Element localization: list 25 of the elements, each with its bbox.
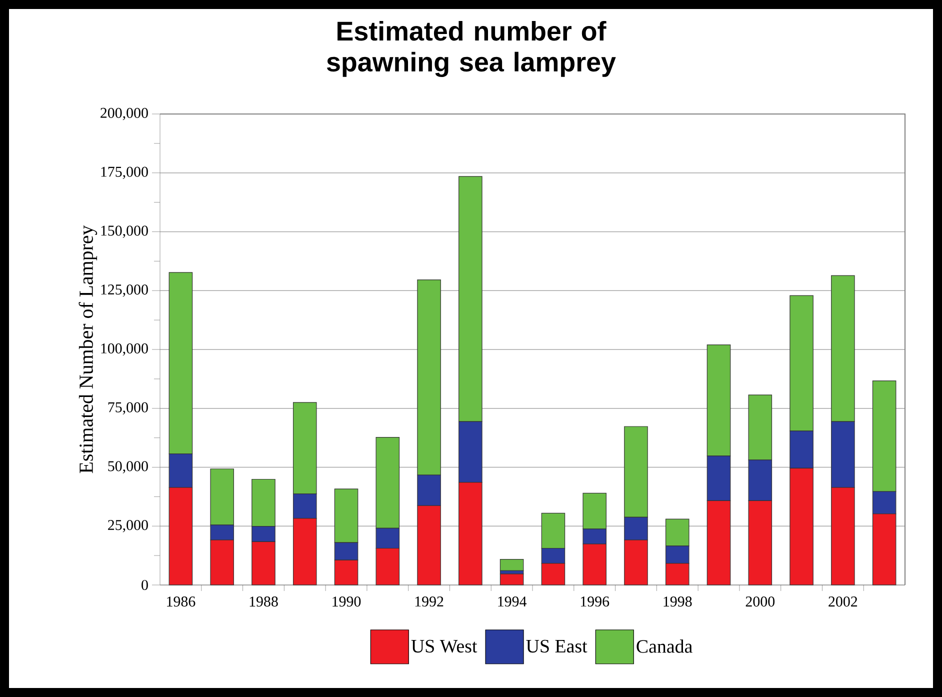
y-tick-label: 100,000 xyxy=(101,343,148,356)
y-tick-label: 0 xyxy=(142,580,148,590)
y-tick-label: 25,000 xyxy=(108,520,148,532)
y-tick-label: 75,000 xyxy=(108,402,148,414)
legend-label: US West xyxy=(411,640,478,653)
x-tick-label: 1994 xyxy=(498,596,527,607)
y-tick-label: 200,000 xyxy=(100,108,148,120)
y-tick-label: 50,000 xyxy=(108,461,148,474)
x-tick-label: 1986 xyxy=(167,596,196,607)
y-axis-title: Estimated Number of Lamprey xyxy=(78,225,98,474)
legend-label: US East xyxy=(526,640,588,653)
bar xyxy=(500,574,524,586)
y-tick-label: 150,000 xyxy=(101,226,148,238)
x-tick-label: 2002 xyxy=(828,596,858,607)
x-tick-label: 1992 xyxy=(415,596,444,607)
chart-title: Estimated number of spawning sea lamprey xyxy=(326,20,616,78)
legend-label: Canada xyxy=(636,640,692,653)
x-tick-label: 1990 xyxy=(332,596,361,607)
x-tick-label: 1988 xyxy=(250,596,278,607)
x-tick-label: 2000 xyxy=(746,596,775,607)
y-tick-label: 125,000 xyxy=(101,284,148,297)
y-tick-label: 175,000 xyxy=(101,166,148,179)
bar xyxy=(500,559,524,571)
x-tick-label: 1998 xyxy=(664,596,692,607)
x-tick-label: 1996 xyxy=(580,596,610,607)
